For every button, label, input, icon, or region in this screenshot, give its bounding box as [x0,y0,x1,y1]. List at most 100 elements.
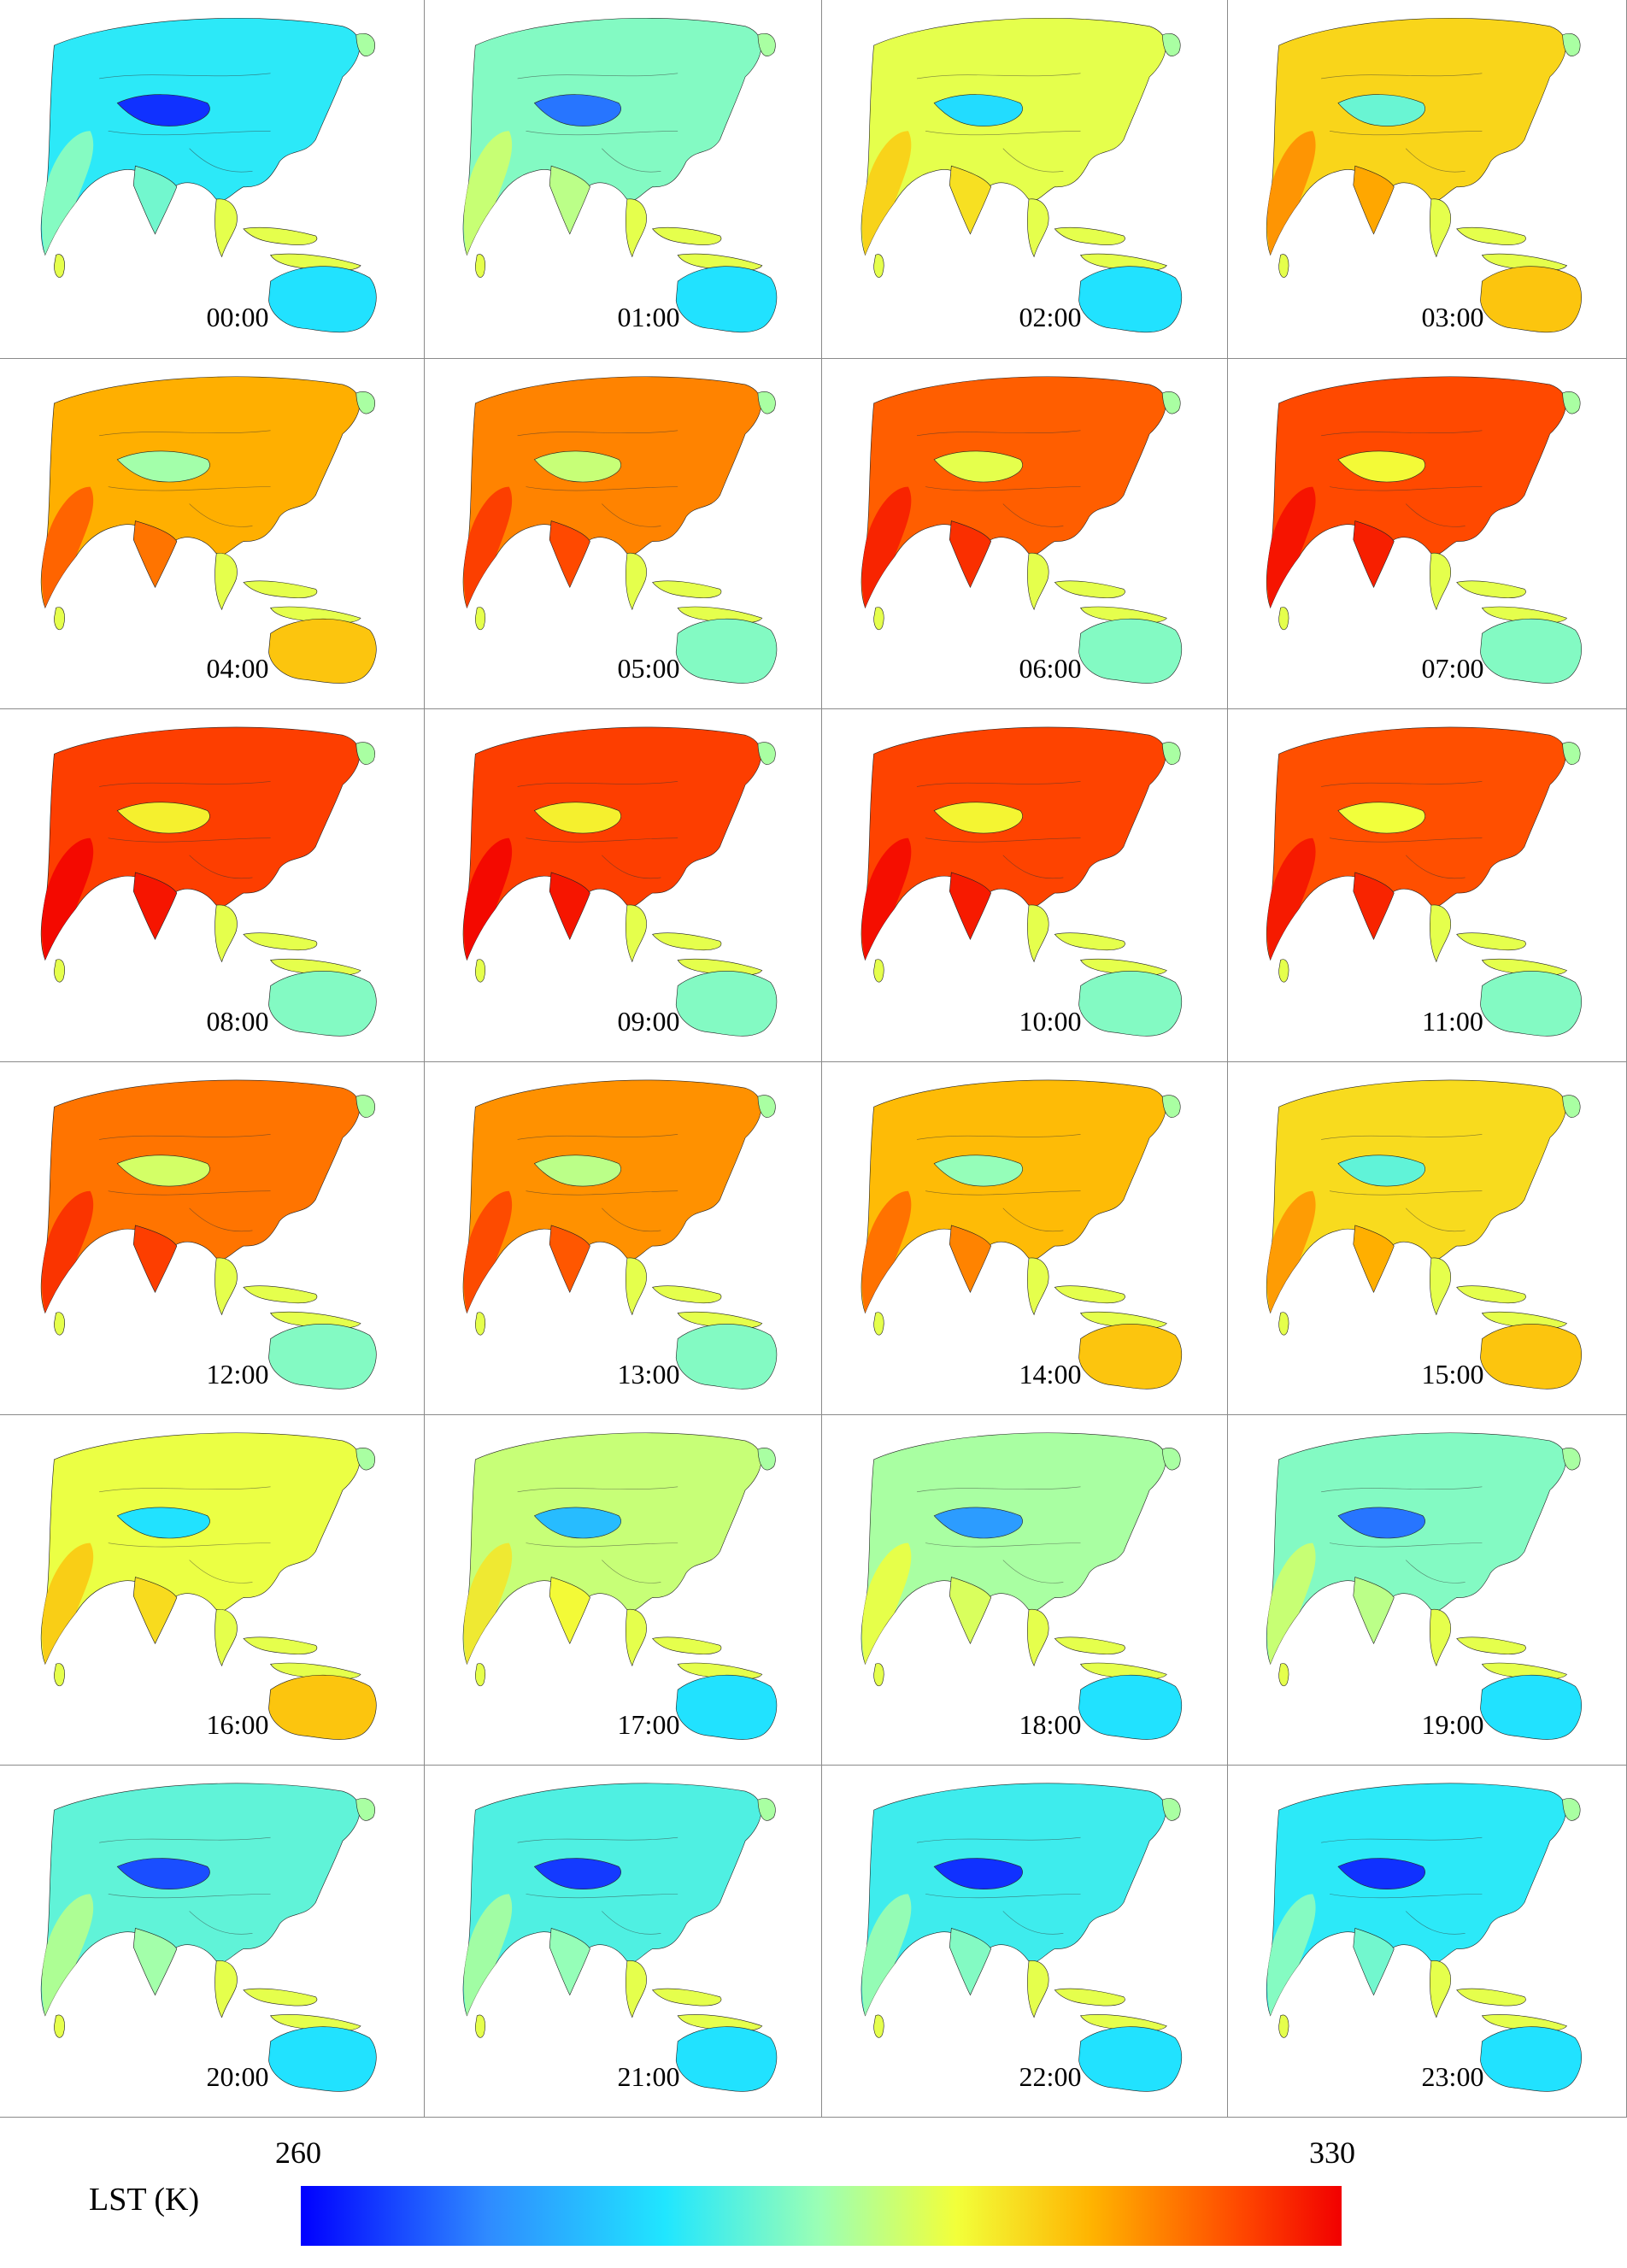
island-region [1481,1311,1568,1329]
australia-region [1480,618,1582,684]
australia-region [675,618,778,684]
australia-region [1480,1324,1582,1390]
island-region [1456,1285,1526,1304]
island-region [677,606,763,624]
plateau-region [1337,1507,1425,1539]
east-coast-region [757,33,776,56]
east-coast-region [1562,742,1581,765]
map-panel: 00:00 [0,0,425,359]
panel-time-label: 19:00 [1421,1709,1484,1740]
lst-map [860,1432,1183,1740]
india-region [949,1225,992,1294]
southeast-asia-region [1430,904,1451,963]
plateau-region [116,94,210,126]
border-lines [517,1836,678,1935]
colorbar-legend: LST (K) 260 330 [0,2118,1627,2268]
panel-time-label: 06:00 [1019,653,1082,684]
madagascar-region [474,2014,485,2038]
legend-title: LST (K) [89,2182,200,2218]
map-panel: 23:00 [1228,1766,1627,2118]
panel-time-label: 05:00 [617,653,680,684]
map-panel: 14:00 [822,1062,1228,1415]
lst-map [860,1079,1183,1390]
plateau-region [116,802,210,834]
india-region [549,520,590,589]
map-panel: 17:00 [425,1415,822,1766]
map-panel: 06:00 [822,359,1228,709]
east-coast-region [1162,33,1181,56]
east-coast-region [1161,1798,1181,1821]
east-coast-region [1562,1798,1581,1821]
map-panel: 09:00 [425,709,822,1062]
australia-region [1480,266,1582,333]
southeast-asia-region [214,553,238,611]
west-desert-region [42,837,94,961]
australia-region [1078,1324,1183,1390]
southeast-asia-region [1027,553,1049,611]
west-desert-region [861,837,912,961]
madagascar-region [474,607,485,631]
east-coast-region [757,391,776,414]
east-coast-region [355,1798,375,1821]
lst-map [1266,376,1582,684]
madagascar-region [873,2014,884,2038]
india-region [132,872,178,941]
map-panel: 21:00 [425,1766,822,2118]
panel-time-label: 13:00 [617,1359,680,1390]
map-panel: 12:00 [0,1062,425,1415]
madagascar-region [54,254,65,278]
map-panel: 05:00 [425,359,822,709]
east-coast-region [1161,1095,1181,1118]
east-coast-region [355,33,375,56]
india-region [132,1225,178,1294]
border-lines [916,781,1081,879]
australia-region [268,2026,377,2092]
island-region [270,2014,361,2032]
plateau-region [933,1858,1023,1890]
madagascar-region [474,254,485,278]
india-region [132,1577,178,1645]
australia-region [1078,266,1183,333]
panel-time-label: 02:00 [1019,302,1082,332]
island-region [677,253,763,272]
panel-time-label: 16:00 [206,1709,269,1740]
border-lines [916,430,1081,527]
plateau-region [1337,1155,1425,1187]
australia-region [1480,2026,1582,2092]
island-region [243,1636,318,1655]
lst-map [462,1079,778,1390]
australia-region [268,618,377,684]
border-lines [99,1836,271,1935]
border-lines [1321,1134,1483,1232]
india-region [1353,1577,1395,1645]
island-region [1054,1285,1125,1304]
madagascar-region [1278,2014,1289,2038]
map-panel: 16:00 [0,1415,425,1766]
madagascar-region [54,2014,65,2038]
panel-time-label: 09:00 [617,1006,680,1037]
panel-time-label: 23:00 [1421,2061,1484,2092]
lst-map [1266,17,1582,333]
madagascar-region [873,607,884,631]
map-panel: 01:00 [425,0,822,359]
australia-region [1078,618,1183,684]
southeast-asia-region [1430,1609,1451,1667]
panel-time-label: 14:00 [1019,1359,1082,1390]
west-desert-region [1267,1894,1316,2016]
lst-map [40,376,377,684]
map-grid: 00:00 01:00 02:00 03:00 04:00 05:00 06:00 07:00… [0,0,1627,2118]
island-region [1080,958,1167,976]
southeast-asia-region [214,904,238,963]
southeast-asia-region [1430,553,1451,611]
island-region [243,1285,318,1304]
australia-region [675,1324,778,1390]
map-panel: 20:00 [0,1766,425,2118]
east-coast-region [1161,742,1181,765]
island-region [651,932,722,951]
plateau-region [1337,450,1425,483]
island-region [270,606,361,624]
east-coast-region [1562,1448,1581,1471]
plateau-region [533,94,621,126]
australia-region [1078,2026,1183,2092]
border-lines [517,73,678,173]
